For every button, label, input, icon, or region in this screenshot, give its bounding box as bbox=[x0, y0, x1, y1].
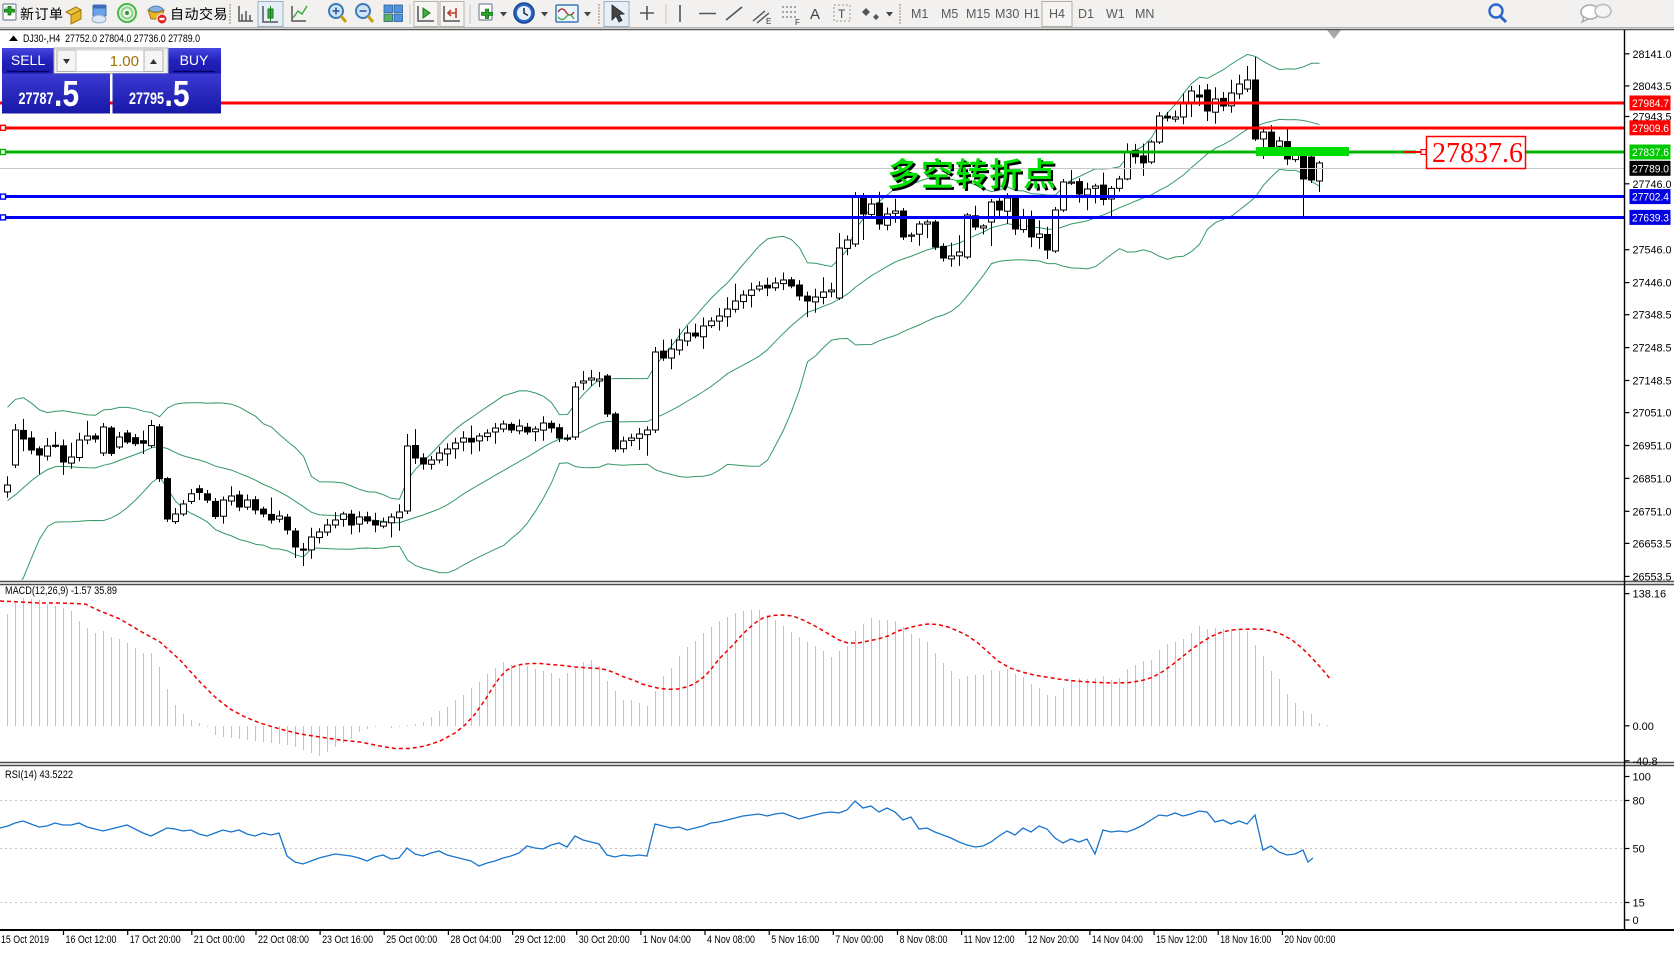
svg-text:.5: .5 bbox=[165, 73, 190, 114]
svg-text:26653.5: 26653.5 bbox=[1633, 538, 1672, 550]
svg-text:30 Oct 20:00: 30 Oct 20:00 bbox=[579, 934, 630, 946]
svg-text:18 Nov 16:00: 18 Nov 16:00 bbox=[1220, 934, 1271, 946]
svg-text:27909.6: 27909.6 bbox=[1632, 123, 1669, 135]
svg-text:27746.0: 27746.0 bbox=[1633, 179, 1672, 191]
svg-text:MACD(12,26,9) -1.57 35.89: MACD(12,26,9) -1.57 35.89 bbox=[5, 585, 117, 597]
svg-text:27702.4: 27702.4 bbox=[1632, 192, 1669, 204]
svg-text:100: 100 bbox=[1633, 772, 1651, 784]
svg-text:26751.0: 26751.0 bbox=[1633, 506, 1672, 518]
svg-text:SELL: SELL bbox=[11, 52, 45, 68]
svg-text:8 Nov 08:00: 8 Nov 08:00 bbox=[900, 934, 948, 946]
svg-text:27795: 27795 bbox=[129, 89, 164, 108]
svg-text:1.00: 1.00 bbox=[110, 53, 139, 70]
svg-text:26553.5: 26553.5 bbox=[1633, 571, 1672, 583]
svg-text:M15: M15 bbox=[966, 7, 990, 21]
svg-text:15: 15 bbox=[1633, 898, 1645, 910]
svg-text:RSI(14) 43.5222: RSI(14) 43.5222 bbox=[5, 769, 73, 781]
svg-text:4 Nov 08:00: 4 Nov 08:00 bbox=[707, 934, 755, 946]
svg-text:27446.0: 27446.0 bbox=[1633, 278, 1672, 290]
svg-text:H4: H4 bbox=[1049, 7, 1065, 21]
svg-text:27789.0: 27789.0 bbox=[1632, 163, 1669, 175]
svg-text:14 Nov 04:00: 14 Nov 04:00 bbox=[1092, 934, 1143, 946]
svg-text:25 Oct 00:00: 25 Oct 00:00 bbox=[386, 934, 437, 946]
svg-text:27148.5: 27148.5 bbox=[1633, 376, 1672, 388]
svg-text:E: E bbox=[766, 17, 771, 26]
svg-text:H1: H1 bbox=[1024, 7, 1040, 21]
svg-text:27051.0: 27051.0 bbox=[1633, 408, 1672, 420]
svg-text:0: 0 bbox=[1633, 915, 1639, 927]
svg-text:27837.6: 27837.6 bbox=[1632, 147, 1669, 159]
svg-text:27787: 27787 bbox=[19, 89, 54, 108]
svg-text:A: A bbox=[810, 6, 820, 23]
svg-text:M30: M30 bbox=[995, 7, 1019, 21]
svg-text:27837.6: 27837.6 bbox=[1432, 138, 1523, 169]
svg-text:27984.7: 27984.7 bbox=[1632, 98, 1669, 110]
svg-text:26851.0: 26851.0 bbox=[1633, 473, 1672, 485]
svg-text:22 Oct 08:00: 22 Oct 08:00 bbox=[258, 934, 309, 946]
svg-text:27348.5: 27348.5 bbox=[1633, 310, 1672, 322]
svg-text:11 Nov 12:00: 11 Nov 12:00 bbox=[964, 934, 1015, 946]
svg-text:138.16: 138.16 bbox=[1633, 589, 1667, 601]
svg-text:-40.8: -40.8 bbox=[1633, 756, 1658, 768]
svg-text:M5: M5 bbox=[941, 7, 958, 21]
svg-text:.5: .5 bbox=[54, 73, 79, 114]
svg-text:1 Nov 04:00: 1 Nov 04:00 bbox=[643, 934, 691, 946]
svg-text:15 Oct 2019: 15 Oct 2019 bbox=[1, 934, 49, 946]
svg-text:7 Nov 00:00: 7 Nov 00:00 bbox=[835, 934, 883, 946]
svg-text:29 Oct 12:00: 29 Oct 12:00 bbox=[515, 934, 566, 946]
svg-text:28 Oct 04:00: 28 Oct 04:00 bbox=[450, 934, 501, 946]
svg-text:0.00: 0.00 bbox=[1633, 721, 1654, 733]
svg-text:12 Nov 20:00: 12 Nov 20:00 bbox=[1028, 934, 1079, 946]
svg-text:17 Oct 20:00: 17 Oct 20:00 bbox=[130, 934, 181, 946]
svg-text:80: 80 bbox=[1633, 796, 1645, 808]
svg-text:M1: M1 bbox=[911, 7, 928, 21]
svg-text:15 Nov 12:00: 15 Nov 12:00 bbox=[1156, 934, 1207, 946]
svg-text:28141.0: 28141.0 bbox=[1633, 49, 1672, 61]
svg-text:27639.3: 27639.3 bbox=[1632, 212, 1669, 224]
svg-text:T: T bbox=[838, 7, 846, 21]
svg-text:27546.0: 27546.0 bbox=[1633, 245, 1672, 257]
svg-text:5 Nov 16:00: 5 Nov 16:00 bbox=[771, 934, 819, 946]
svg-text:DJ30-,H4 27752.0 27804.0 2773: DJ30-,H4 27752.0 27804.0 27736.0 27789.0 bbox=[23, 33, 200, 45]
svg-text:16 Oct 12:00: 16 Oct 12:00 bbox=[66, 934, 117, 946]
svg-text:28043.5: 28043.5 bbox=[1633, 81, 1672, 93]
svg-text:MN: MN bbox=[1135, 7, 1154, 21]
svg-text:50: 50 bbox=[1633, 844, 1645, 856]
svg-text:26951.0: 26951.0 bbox=[1633, 441, 1672, 453]
svg-text:F: F bbox=[795, 18, 800, 27]
svg-text:23 Oct 16:00: 23 Oct 16:00 bbox=[322, 934, 373, 946]
svg-text:BUY: BUY bbox=[180, 52, 209, 68]
svg-text:21 Oct 00:00: 21 Oct 00:00 bbox=[194, 934, 245, 946]
svg-text:20 Nov 00:00: 20 Nov 00:00 bbox=[1284, 934, 1335, 946]
svg-text:W1: W1 bbox=[1106, 7, 1125, 21]
svg-text:D1: D1 bbox=[1078, 7, 1094, 21]
svg-text:27248.5: 27248.5 bbox=[1633, 343, 1672, 355]
